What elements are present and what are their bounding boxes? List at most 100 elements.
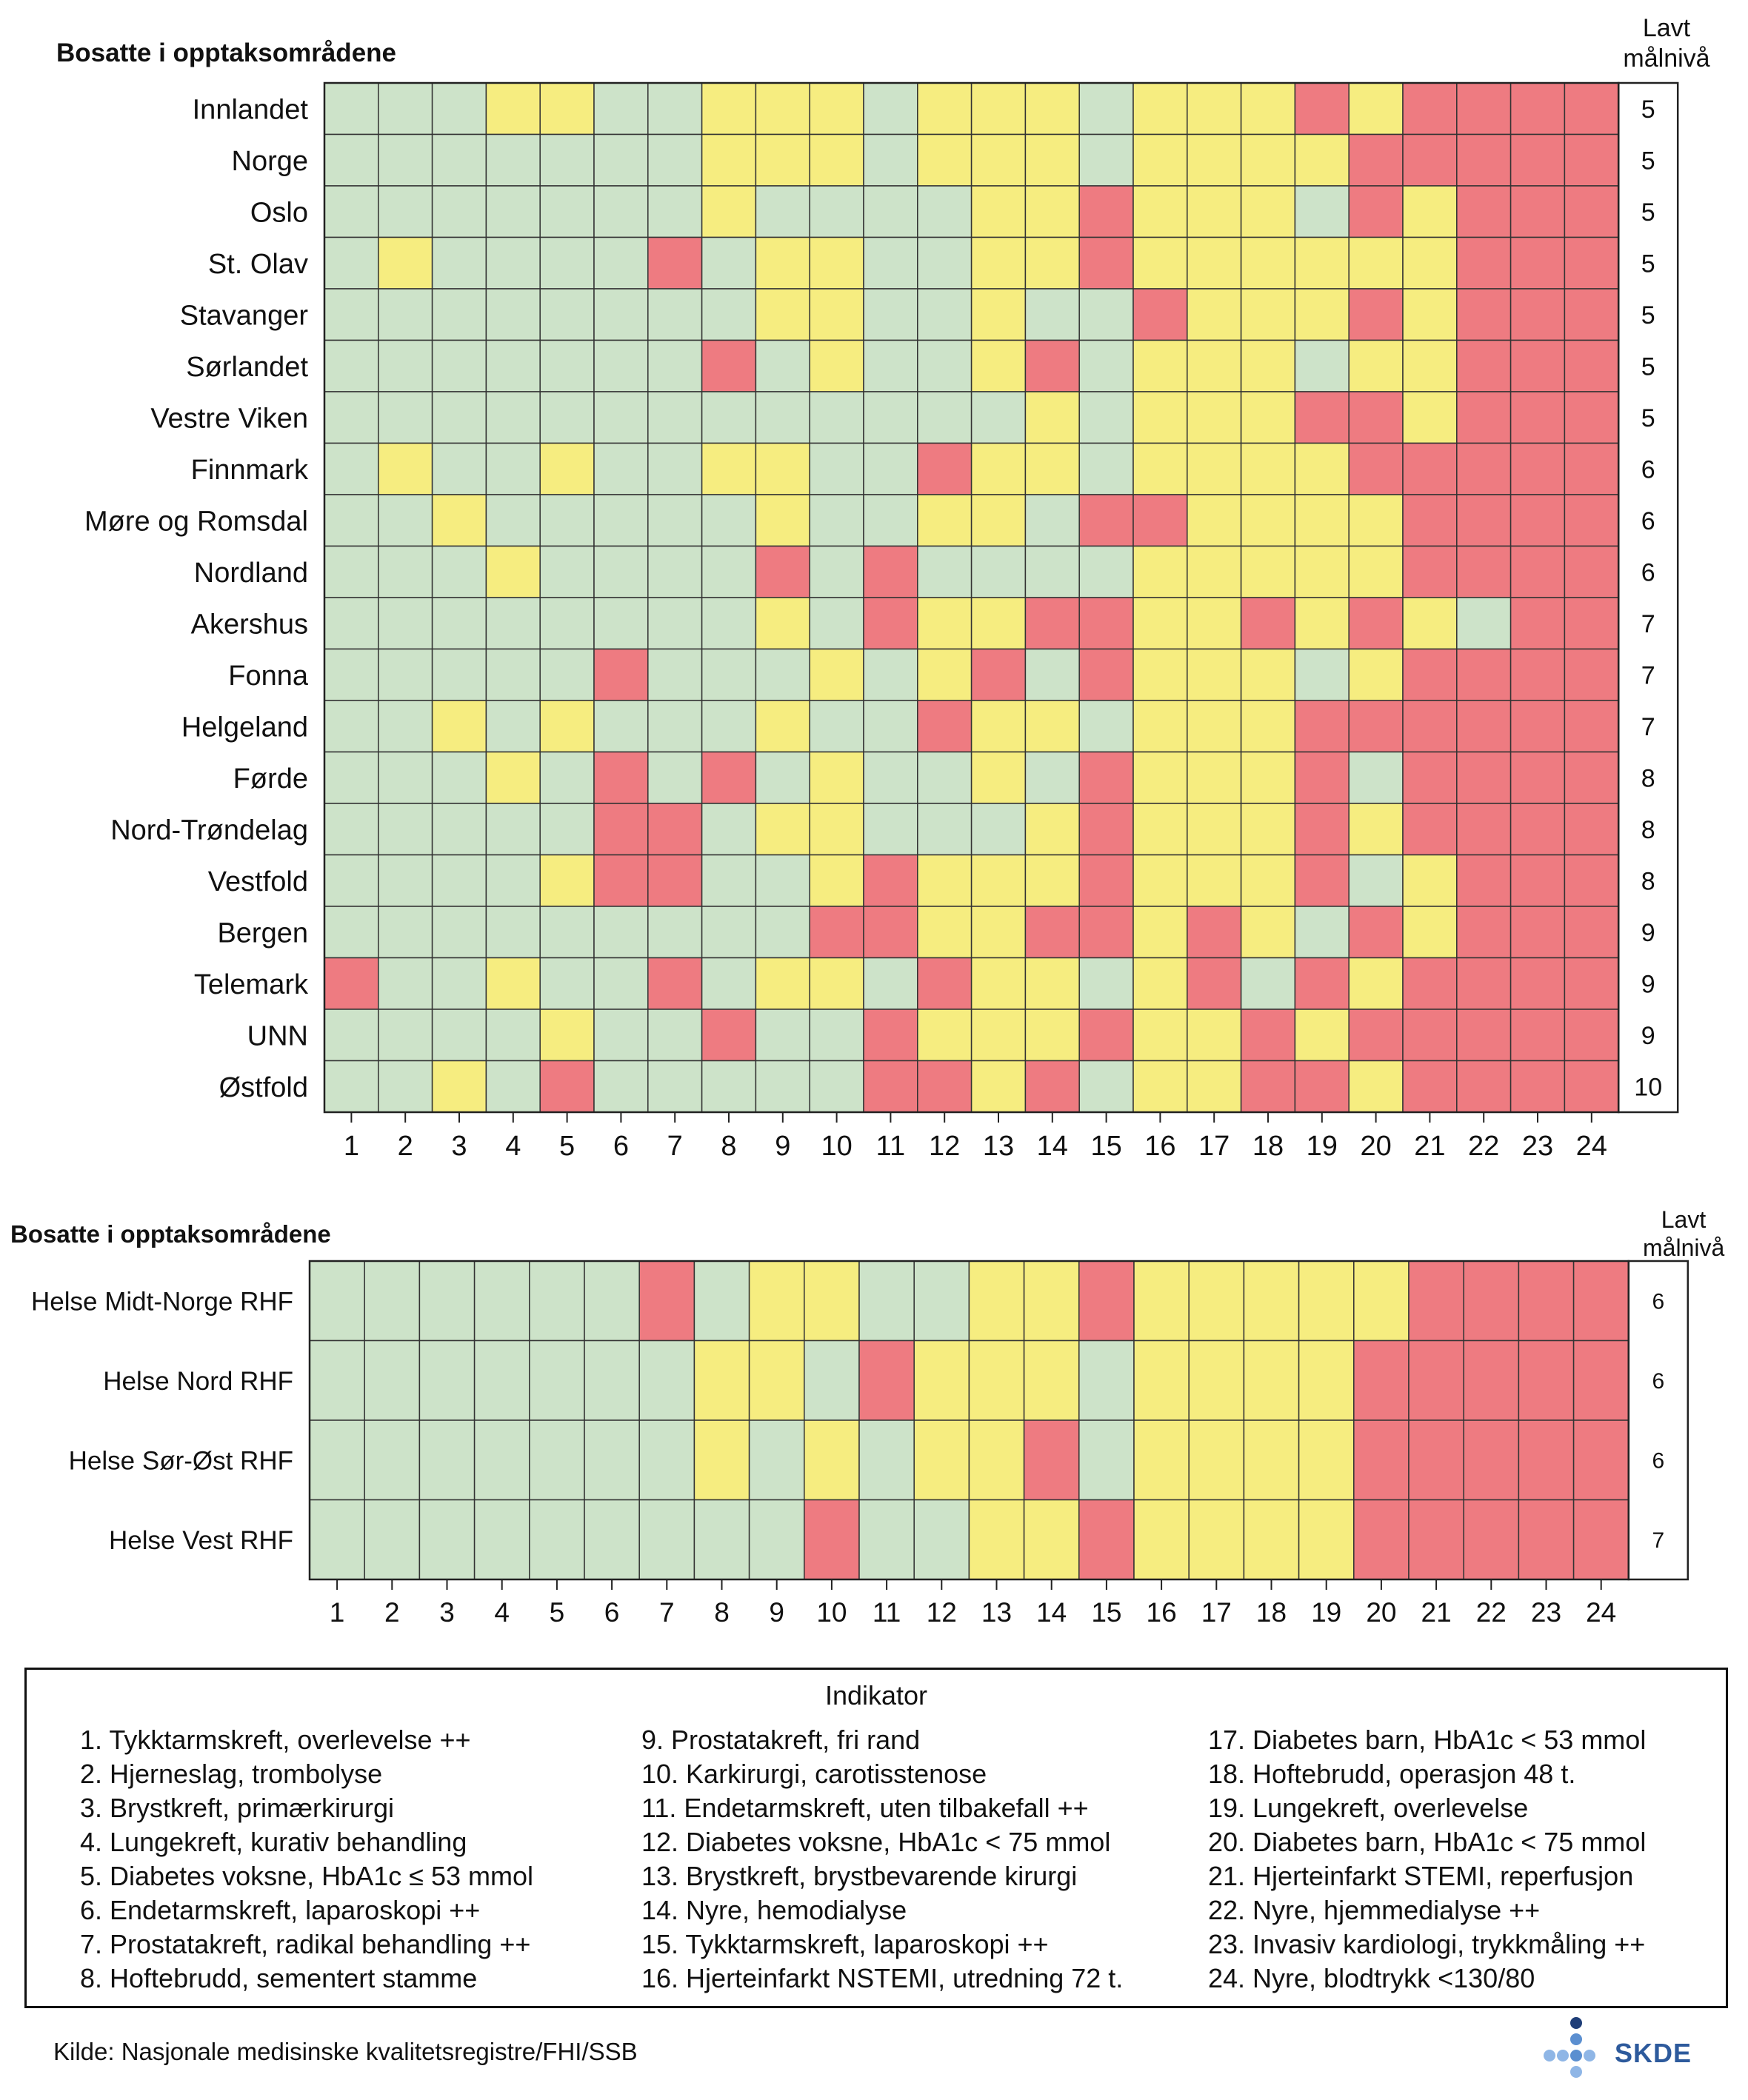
heatmap-cell — [970, 391, 1027, 444]
heatmap-cell — [1132, 1060, 1188, 1113]
heatmap-cell — [917, 1060, 973, 1113]
heatmap-cell — [364, 1260, 421, 1342]
heatmap-cell — [1132, 133, 1188, 187]
heatmap-cell — [917, 803, 973, 856]
heatmap-cell — [1024, 957, 1080, 1010]
heatmap-cell — [1456, 854, 1512, 907]
heatmap-cell — [1294, 288, 1350, 341]
heatmap-cell — [1187, 597, 1242, 650]
heatmap-cell — [1510, 751, 1566, 804]
heatmap-cell — [863, 185, 918, 238]
heatmap-cell — [970, 1009, 1027, 1062]
row-label: Oslo — [250, 197, 308, 228]
heatmap-cell — [1078, 391, 1134, 444]
heatmap-cell — [1294, 1060, 1350, 1113]
x-tick-label: 1 — [330, 1597, 345, 1628]
heatmap-cell — [1024, 906, 1080, 959]
lavt-malniva-value: 7 — [1641, 610, 1655, 638]
chart1-lavt-header: Lavt målnivå — [1622, 13, 1711, 74]
heatmap-cell — [324, 648, 379, 701]
heatmap-cell — [1564, 339, 1619, 392]
lavt-malniva-value: 6 — [1641, 558, 1655, 586]
source-note: Kilde: Nasjonale medisinske kvalitetsreg… — [53, 2038, 638, 2065]
heatmap-cell — [701, 957, 757, 1010]
heatmap-cell — [701, 648, 757, 701]
heatmap-cell — [1518, 1499, 1575, 1580]
heatmap-cell — [1456, 288, 1512, 341]
row-label: Bergen — [217, 917, 308, 949]
heatmap-cell — [1294, 597, 1350, 650]
x-tick-label: 14 — [1037, 1131, 1068, 1162]
heatmap-cell — [1402, 236, 1458, 290]
heatmap-cell — [309, 1260, 365, 1342]
heatmap-cell — [1294, 185, 1350, 238]
heatmap-cell — [755, 133, 810, 187]
legend-item: 12. Diabetes voksne, HbA1c < 75 mmol — [641, 1827, 1111, 1857]
heatmap-cell — [485, 339, 541, 392]
heatmap-cell — [647, 133, 703, 187]
x-tick-label: 21 — [1414, 1131, 1445, 1162]
heatmap-cell — [539, 700, 595, 753]
lavt-header-line2: målnivå — [1623, 44, 1710, 73]
heatmap-cell — [917, 906, 973, 959]
heatmap-cell — [809, 391, 864, 444]
heatmap-cell — [701, 1009, 757, 1062]
heatmap-cell — [970, 82, 1027, 136]
heatmap-cell — [593, 957, 649, 1010]
heatmap-cell — [1510, 1060, 1566, 1113]
heatmap-cell — [647, 442, 703, 495]
heatmap-cell — [1243, 1260, 1300, 1342]
heatmap-cell — [970, 597, 1027, 650]
heatmap-cell — [1348, 700, 1404, 753]
heatmap-cell — [1348, 854, 1404, 907]
row-label: UNN — [247, 1020, 308, 1051]
heatmap-cell — [755, 288, 810, 341]
heatmap-cell — [1456, 391, 1512, 444]
lavt-malniva-value: 6 — [1652, 1369, 1664, 1394]
heatmap-cell — [970, 906, 1027, 959]
x-tick-label: 7 — [667, 1131, 683, 1162]
heatmap-cell — [1353, 1340, 1410, 1421]
legend-title: Indikator — [824, 1680, 928, 1711]
heatmap-cell — [584, 1419, 640, 1501]
heatmap-cell — [1348, 597, 1404, 650]
heatmap-cell — [970, 751, 1027, 804]
x-tick-label: 11 — [873, 1597, 901, 1628]
legend-item: 23. Invasiv kardiologi, trykkmåling ++ — [1208, 1929, 1646, 1959]
heatmap-cell — [1402, 391, 1458, 444]
heatmap-cell — [1188, 1499, 1245, 1580]
heatmap-cell — [1402, 442, 1458, 495]
heatmap-cell — [1463, 1499, 1520, 1580]
lavt-column-frame — [1617, 81, 1679, 1114]
x-tick-label: 2 — [384, 1597, 400, 1628]
heatmap-cell — [593, 494, 649, 547]
row-label: Finnmark — [191, 455, 309, 486]
heatmap-cell — [1564, 185, 1619, 238]
heatmap-cell — [431, 597, 487, 650]
heatmap-cell — [1187, 751, 1242, 804]
heatmap-cell — [647, 700, 703, 753]
legend-column-2: 9. Prostatakreft, fri rand 10. Karkirurgi… — [641, 1723, 1123, 1996]
heatmap-cell — [378, 751, 433, 804]
heatmap-cell — [485, 700, 541, 753]
heatmap-cell — [324, 185, 379, 238]
heatmap-cell — [1024, 288, 1080, 341]
heatmap-cell — [809, 288, 864, 341]
heatmap-cell — [917, 391, 973, 444]
heatmap-cell — [913, 1260, 970, 1342]
heatmap-cell — [1564, 288, 1619, 341]
heatmap-cell — [1456, 185, 1512, 238]
heatmap-cell — [1564, 82, 1619, 136]
heatmap-cell — [1240, 82, 1296, 136]
heatmap-cell — [638, 1260, 695, 1342]
heatmap-cell — [378, 442, 433, 495]
heatmap-cell — [593, 803, 649, 856]
heatmap-cell — [701, 906, 757, 959]
heatmap-cell — [1564, 1009, 1619, 1062]
heatmap-cell — [1348, 648, 1404, 701]
heatmap-cell — [858, 1340, 915, 1421]
heatmap-cell — [701, 494, 757, 547]
heatmap-cell — [473, 1499, 530, 1580]
heatmap-cell — [1348, 1060, 1404, 1113]
heatmap-cell — [1518, 1340, 1575, 1421]
